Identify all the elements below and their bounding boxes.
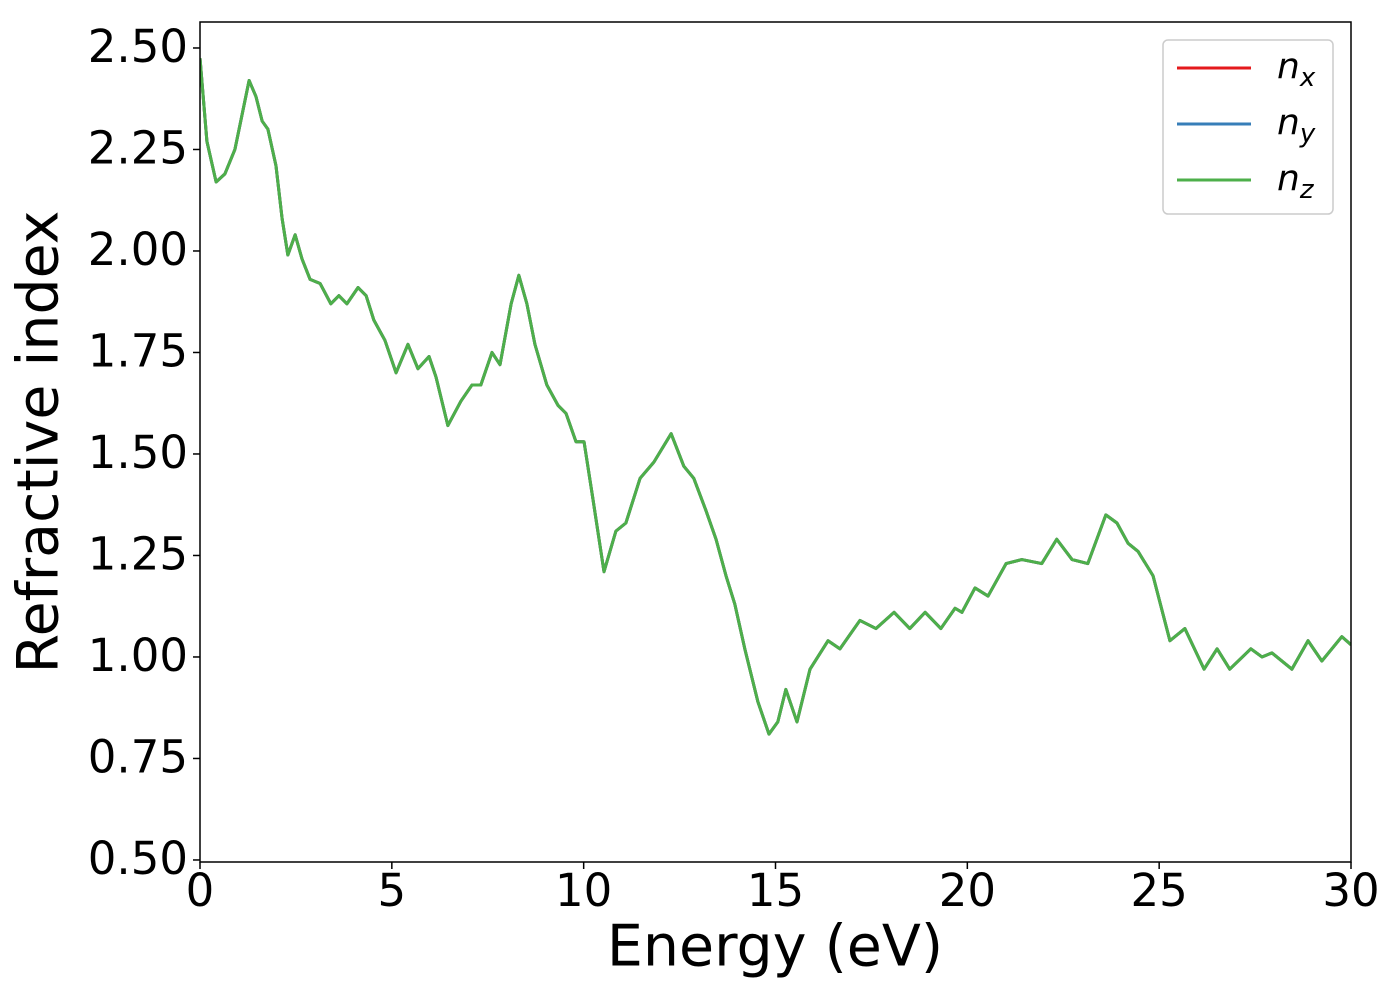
y-tick-label: 1.75: [88, 324, 188, 377]
x-tick-label: 20: [939, 864, 996, 917]
y-tick-label: 2.00: [88, 223, 188, 276]
y-tick-label: 0.50: [88, 832, 188, 885]
series-line: [200, 58, 1351, 736]
y-axis-label: Refractive index: [6, 211, 72, 674]
x-tick-label: 10: [555, 864, 612, 917]
x-tick-label: 5: [378, 864, 407, 917]
plot-frame: [199, 21, 1352, 863]
y-tick-label: 1.25: [88, 527, 188, 580]
legend-name: n: [1277, 46, 1300, 87]
y-tick-label: 1.50: [88, 426, 188, 479]
legend-label: ny: [1277, 102, 1316, 149]
x-tick-label: 15: [747, 864, 804, 917]
legend-label: nz: [1277, 158, 1315, 205]
x-tick-label: 30: [1322, 864, 1379, 917]
y-tick-label: 1.00: [88, 629, 188, 682]
legend-subscript: x: [1299, 63, 1316, 93]
legend-name: n: [1277, 102, 1300, 143]
legend-subscript: y: [1299, 119, 1316, 149]
legend-box: [1162, 39, 1334, 215]
y-tick-label: 2.50: [88, 20, 188, 73]
legend-name: n: [1277, 158, 1300, 199]
legend-label: nx: [1277, 46, 1316, 93]
legend-subscript: z: [1299, 175, 1315, 205]
x-tick-label: 0: [186, 864, 215, 917]
x-tick-label: 25: [1131, 864, 1188, 917]
y-tick-label: 0.75: [88, 730, 188, 783]
y-tick-label: 2.25: [88, 121, 188, 174]
x-axis-label: Energy (eV): [607, 914, 943, 980]
